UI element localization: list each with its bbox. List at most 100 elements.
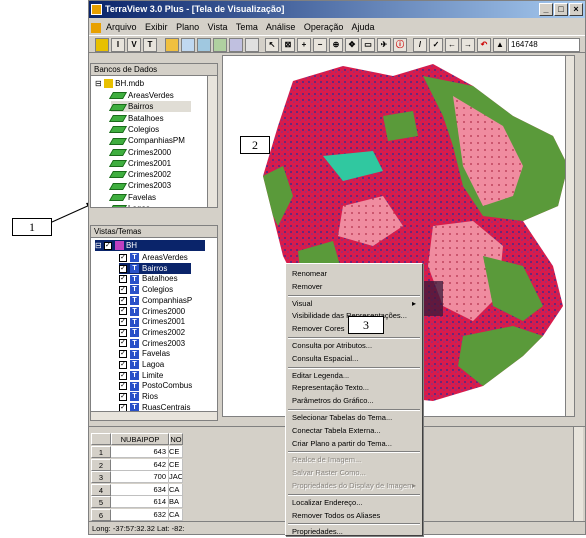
context-menu-item[interactable]: Visibilidade das Representações... xyxy=(292,311,407,321)
table-cell[interactable]: 643 xyxy=(111,446,169,458)
table-row-header[interactable]: 3 xyxy=(91,471,111,483)
context-menu-item[interactable]: Remover Todos os Aliases xyxy=(292,510,381,520)
theme-item[interactable]: ✓ T CompanhiasP xyxy=(119,295,192,306)
pan-icon[interactable]: ✥ xyxy=(345,38,359,52)
check-icon[interactable]: ✓ xyxy=(429,38,443,52)
theme-item[interactable]: ✓ T Crimes2001 xyxy=(119,316,185,327)
close-button[interactable]: × xyxy=(569,3,583,16)
db-item[interactable]: Crimes2003 xyxy=(108,180,171,191)
context-menu-item[interactable]: Criar Plano a partir do Tema... xyxy=(292,438,392,448)
theme-item[interactable]: ✓ T Crimes2003 xyxy=(119,338,185,349)
theme-checkbox[interactable]: ✓ xyxy=(119,392,127,401)
theme-item[interactable]: ✓ T Lagoa xyxy=(119,359,164,370)
zoom-in-icon[interactable]: + xyxy=(297,38,311,52)
menu-exibir[interactable]: Exibir xyxy=(145,22,168,32)
table-row-header[interactable]: 1 xyxy=(91,446,111,458)
context-menu-item[interactable]: Representação Texto... xyxy=(292,383,369,393)
table-row-header[interactable]: 4 xyxy=(91,483,111,496)
context-menu-item[interactable]: Remover Cores xyxy=(292,324,345,334)
table-icon[interactable] xyxy=(229,38,243,52)
theme-checkbox[interactable]: ✓ xyxy=(119,275,127,284)
menu-plano[interactable]: Plano xyxy=(176,22,200,32)
identify-icon[interactable]: ✈ xyxy=(377,38,391,52)
table-row-header[interactable]: 5 xyxy=(91,496,111,508)
table-vscrollbar[interactable] xyxy=(573,427,583,521)
theme-item[interactable]: ✓ T PostoCombus xyxy=(119,380,192,391)
theme-checkbox[interactable]: ✓ xyxy=(119,382,127,391)
table-header-cell[interactable]: NUBAIPOP xyxy=(111,433,169,445)
context-menu-item[interactable]: Propriedades... xyxy=(292,527,343,537)
cursor-icon[interactable]: ▲ xyxy=(493,38,507,52)
db-item[interactable]: CompanhiasPM xyxy=(108,135,185,146)
view-root[interactable]: ⊟ ✓ BH xyxy=(95,240,205,251)
db-root[interactable]: ⊟ BH.mdb xyxy=(95,79,145,89)
info-icon[interactable]: I xyxy=(111,38,125,52)
pencil-icon[interactable]: / xyxy=(413,38,427,52)
pointer-icon[interactable]: ↖ xyxy=(265,38,279,52)
table-cell[interactable]: CA xyxy=(169,483,183,496)
select-icon[interactable]: ⊠ xyxy=(281,38,295,52)
graph-icon[interactable] xyxy=(245,38,259,52)
theme-item[interactable]: ✓ T Rios xyxy=(119,391,158,402)
db-item[interactable]: Batalhoes xyxy=(108,113,164,124)
theme-checkbox[interactable]: ✓ xyxy=(119,371,127,380)
maximize-button[interactable]: □ xyxy=(554,3,568,16)
theme-checkbox[interactable]: ✓ xyxy=(119,307,127,316)
menu-analise[interactable]: Análise xyxy=(265,22,296,32)
context-menu-item[interactable]: Remover xyxy=(292,281,323,291)
context-menu-item[interactable]: Selecionar Tabelas do Tema... xyxy=(292,413,393,422)
table-cell[interactable]: JAC xyxy=(169,471,183,483)
menu-ajuda[interactable]: Ajuda xyxy=(351,22,375,32)
db-item[interactable]: Bairros xyxy=(108,101,191,113)
menu-tema[interactable]: Tema xyxy=(235,22,258,32)
theme-item[interactable]: ✓ T Crimes2002 xyxy=(119,327,185,338)
table-row-header[interactable]: 2 xyxy=(91,458,111,471)
table-cell[interactable]: 700 xyxy=(111,471,169,483)
table-cell[interactable]: 632 xyxy=(111,508,169,521)
table-header-cell[interactable] xyxy=(91,433,111,445)
context-menu-item[interactable]: Localizar Endereço... xyxy=(292,497,363,507)
context-menu-item[interactable]: Conectar Tabela Externa... xyxy=(292,425,381,435)
info-circle-icon[interactable]: ⓘ xyxy=(393,38,407,52)
table-cell[interactable]: CE xyxy=(169,458,183,471)
db-item[interactable]: Colegios xyxy=(108,124,159,135)
table-cell[interactable]: BA xyxy=(169,496,183,508)
theme-checkbox[interactable]: ✓ xyxy=(119,339,127,348)
context-menu-item[interactable]: Consulta Espacial... xyxy=(292,353,359,363)
theme-checkbox[interactable]: ✓ xyxy=(119,328,127,337)
view-root-checkbox[interactable]: ✓ xyxy=(103,241,112,250)
db-item[interactable]: Lagoa xyxy=(108,203,150,207)
table-cell[interactable]: CA xyxy=(169,508,183,521)
draw-icon[interactable] xyxy=(197,38,211,52)
db-scrollbar[interactable] xyxy=(207,76,217,207)
table-row-header[interactable]: 6 xyxy=(91,508,111,521)
db-item[interactable]: Crimes2002 xyxy=(108,169,171,180)
context-menu-item[interactable]: Editar Legenda... xyxy=(292,370,350,380)
theme-checkbox[interactable]: ✓ xyxy=(119,285,127,294)
theme-item[interactable]: ✓ T AreasVerdes xyxy=(119,252,188,263)
theme-item[interactable]: ✓ T Favelas xyxy=(119,348,170,359)
theme-item[interactable]: ✓ T Limite xyxy=(119,370,163,381)
table-cell[interactable]: 642 xyxy=(111,458,169,471)
grid-icon[interactable] xyxy=(181,38,195,52)
theme-item[interactable]: ✓ T Colegios xyxy=(119,284,173,295)
theme-icon[interactable]: T xyxy=(143,38,157,52)
theme-checkbox[interactable]: ✓ xyxy=(119,264,127,273)
view-icon[interactable]: V xyxy=(127,38,141,52)
theme-checkbox[interactable]: ✓ xyxy=(119,350,127,359)
zoom-out-icon[interactable]: − xyxy=(313,38,327,52)
table-cell[interactable]: 634 xyxy=(111,483,169,496)
theme-item[interactable]: ✓ T Bairros xyxy=(119,262,191,274)
db-item[interactable]: Crimes2000 xyxy=(108,147,171,158)
menu-operacao[interactable]: Operação xyxy=(303,22,344,32)
db-item[interactable]: AreasVerdes xyxy=(108,90,174,101)
measure-icon[interactable]: ▭ xyxy=(361,38,375,52)
menu-arquivo[interactable]: Arquivo xyxy=(106,22,137,32)
theme-checkbox[interactable]: ✓ xyxy=(119,253,127,262)
db-item[interactable]: Crimes2001 xyxy=(108,158,171,169)
zoom-area-icon[interactable]: ⊕ xyxy=(329,38,343,52)
database-icon[interactable] xyxy=(95,38,109,52)
arrow-left-icon[interactable]: ← xyxy=(445,38,459,52)
views-hscrollbar[interactable] xyxy=(91,411,217,420)
theme-checkbox[interactable]: ✓ xyxy=(119,318,127,327)
